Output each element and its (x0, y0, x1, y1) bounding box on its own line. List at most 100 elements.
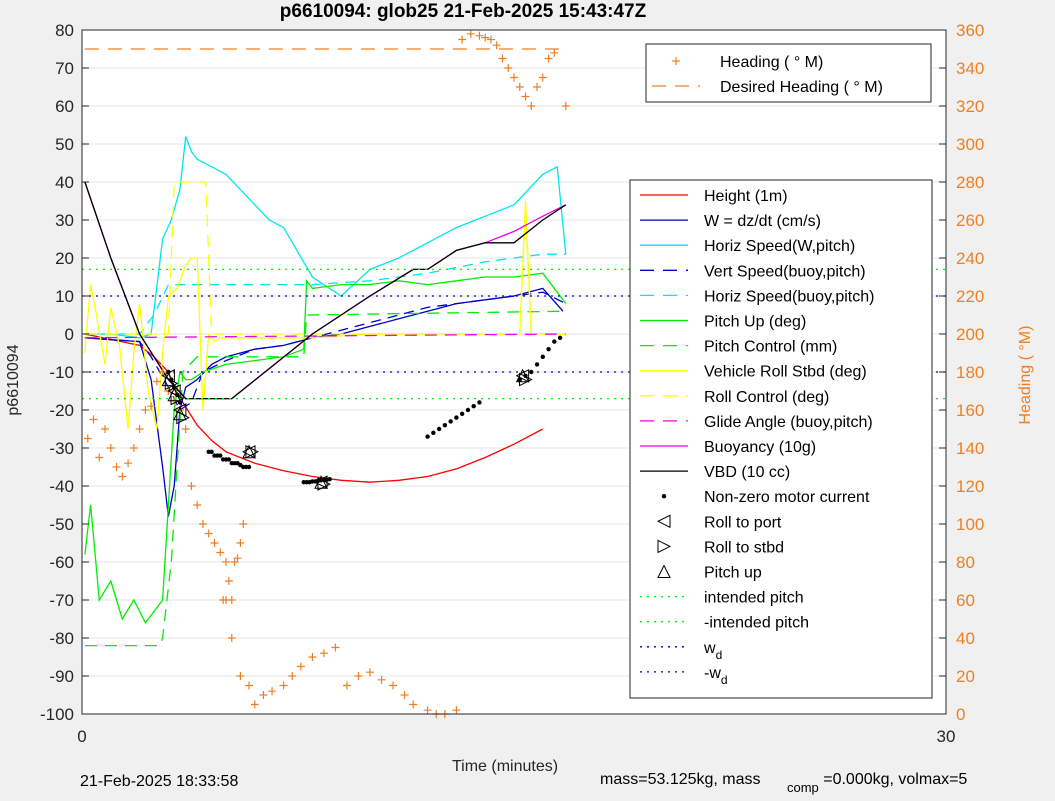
series-layer (82, 48, 946, 647)
legend-entry-label: Roll to stbd (704, 539, 784, 556)
motor-point (327, 476, 332, 482)
heading-point (210, 539, 219, 547)
motor-point (226, 457, 232, 462)
heading-point (331, 643, 340, 652)
heading-point (515, 83, 524, 91)
y2-tick-label: 340 (956, 59, 984, 78)
series-line-11 (84, 181, 567, 400)
legend-entry-label: Horiz Speed(W,pitch) (704, 238, 855, 255)
heading-point (466, 29, 475, 38)
legend-heading-box (645, 43, 932, 103)
y-tick-label: 20 (55, 249, 74, 268)
y-tick-label: 0 (65, 325, 74, 344)
heading-point (486, 35, 495, 44)
legend-entry-label: Buoyancy (10g) (704, 439, 816, 456)
heading-point (239, 520, 248, 528)
heading-point (296, 662, 305, 671)
y-tick-label: 50 (55, 135, 74, 154)
y-tick-label: -60 (49, 553, 74, 572)
footer-mass-info: mass=53.125kg, mass comp =0.000kg, volma… (600, 771, 967, 795)
heading-point (227, 634, 236, 642)
heading-point (308, 653, 317, 661)
heading-point (561, 102, 570, 110)
roll-pitch-marker-up (314, 475, 328, 489)
legend-entry-label: W = dz/dt (cm/s) (704, 213, 821, 230)
heading-point (233, 554, 242, 563)
heading-point (135, 425, 144, 433)
heading-point (423, 706, 432, 715)
legend-swatch (661, 494, 667, 499)
y2-tick-label: 280 (956, 173, 984, 192)
y2-tick-label: 220 (956, 287, 984, 306)
legend-entry-label: Heading ( ° M) (720, 54, 823, 71)
heading-point (504, 64, 513, 72)
roll-pitch-marker-up (161, 372, 176, 387)
series-line-3 (84, 291, 567, 411)
heading-point (224, 577, 233, 585)
y2-tick-label: 120 (956, 477, 984, 496)
y-tick-label: -80 (49, 629, 74, 648)
heading-point (259, 691, 268, 699)
legend-entry-label: intended pitch (704, 590, 804, 607)
heading-point (268, 687, 277, 696)
y-tick-label: 80 (55, 21, 74, 40)
y-tick-label: -10 (49, 363, 74, 382)
heading-point (193, 501, 202, 509)
legend-entry-label: Vert Speed(buoy,pitch) (704, 263, 866, 280)
y2-tick-label: 200 (956, 325, 984, 344)
heading-point (245, 681, 254, 690)
legend-swatch (657, 564, 671, 578)
motor-point (471, 404, 476, 409)
series-line-8 (84, 181, 566, 335)
heading-point (279, 681, 288, 690)
heading-point (152, 377, 161, 386)
heading-point (409, 700, 418, 709)
x-axis-ticks: 0 30 (77, 707, 955, 746)
legend-heading: Heading ( ° M) Desired Heading ( ° M) (645, 43, 932, 103)
legend-entry-label: Pitch Control (mm) (704, 339, 837, 356)
heading-point (118, 472, 127, 481)
y-tick-label: 40 (55, 173, 74, 192)
y-tick-label: -70 (49, 591, 74, 610)
heading-point (222, 558, 230, 566)
roll-pitch-marker-up (173, 406, 187, 421)
y2-tick-label: 180 (956, 363, 984, 382)
heading-point (204, 529, 213, 538)
heading-point (498, 54, 507, 63)
heading-point (236, 672, 245, 680)
motor-point (454, 415, 459, 420)
series-line-4 (84, 253, 566, 335)
y2-axis-label: Heading ( °M) (1017, 326, 1034, 425)
y2-tick-label: 320 (956, 97, 984, 116)
left-axis-ticks: 80 70 60 50 40 30 20 10 0 -10 -20 -30 -40 -50 -60 -70 -8… (40, 21, 89, 724)
y-tick-label: 60 (55, 97, 74, 116)
motor-point (546, 347, 551, 352)
heading-point (544, 54, 553, 63)
legend-entry-label: Desired Heading ( ° M) (720, 79, 883, 96)
y2-tick-label: 360 (956, 21, 984, 40)
heading-point (389, 681, 398, 690)
motor-point (557, 335, 563, 340)
heading-point (158, 368, 167, 376)
motor-point (552, 339, 557, 344)
motor-point (436, 426, 442, 432)
roll-pitch-marker-up (515, 368, 530, 383)
legend-entry-label: Vehicle Roll Stbd (deg) (704, 364, 867, 381)
heading-point (187, 482, 196, 490)
y2-tick-label: 0 (956, 705, 965, 724)
series-line-5 (84, 272, 567, 625)
heading-point (481, 33, 490, 42)
legend-entry-label: -intended pitch (704, 615, 809, 632)
y2-tick-label: 80 (956, 553, 975, 572)
series-line-2 (84, 136, 567, 339)
legend-entry-label: Roll to port (704, 514, 782, 531)
y-tick-label: -40 (49, 477, 74, 496)
motor-point (465, 407, 471, 413)
legend-swatch (672, 57, 680, 65)
heading-point (527, 102, 536, 110)
roll-pitch-marker-up (167, 387, 181, 402)
roll-pitch-marker-left (241, 444, 256, 459)
y-tick-label: -50 (49, 515, 74, 534)
legend-main-box (629, 179, 933, 699)
y2-tick-label: 60 (956, 591, 975, 610)
